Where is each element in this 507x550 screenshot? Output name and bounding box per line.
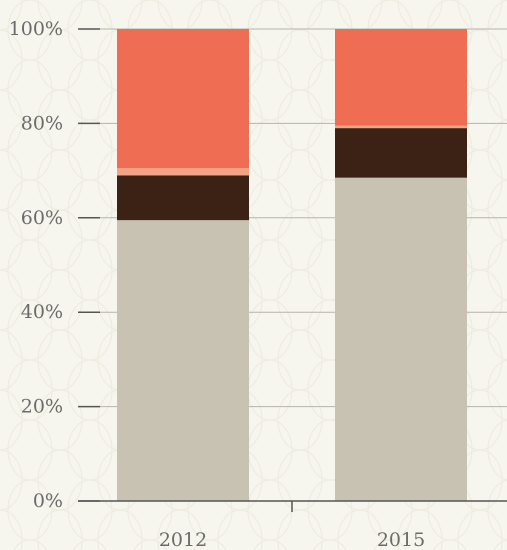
y-tick-label: 80% xyxy=(21,112,63,134)
y-axis: 0% 20% 40% 60% 80% 100% xyxy=(9,18,100,512)
y-tick-label: 0% xyxy=(33,490,63,512)
x-axis: 2012 2015 xyxy=(78,500,507,550)
x-tick-label: 2012 xyxy=(159,529,207,550)
bar-segment xyxy=(117,29,249,169)
bar-segment xyxy=(117,168,249,176)
bar-segment xyxy=(335,29,467,126)
bars xyxy=(117,29,467,501)
bar-segment xyxy=(335,128,467,178)
bar-segment xyxy=(117,220,249,501)
y-tick-label: 40% xyxy=(21,301,63,323)
bar-segment xyxy=(335,177,467,501)
y-tick-label: 20% xyxy=(21,396,63,418)
bar-segment xyxy=(117,175,249,221)
y-tick-label: 60% xyxy=(21,207,63,229)
y-tick-label: 100% xyxy=(9,18,63,40)
bar-segment xyxy=(335,125,467,129)
x-tick-label: 2015 xyxy=(377,529,425,550)
